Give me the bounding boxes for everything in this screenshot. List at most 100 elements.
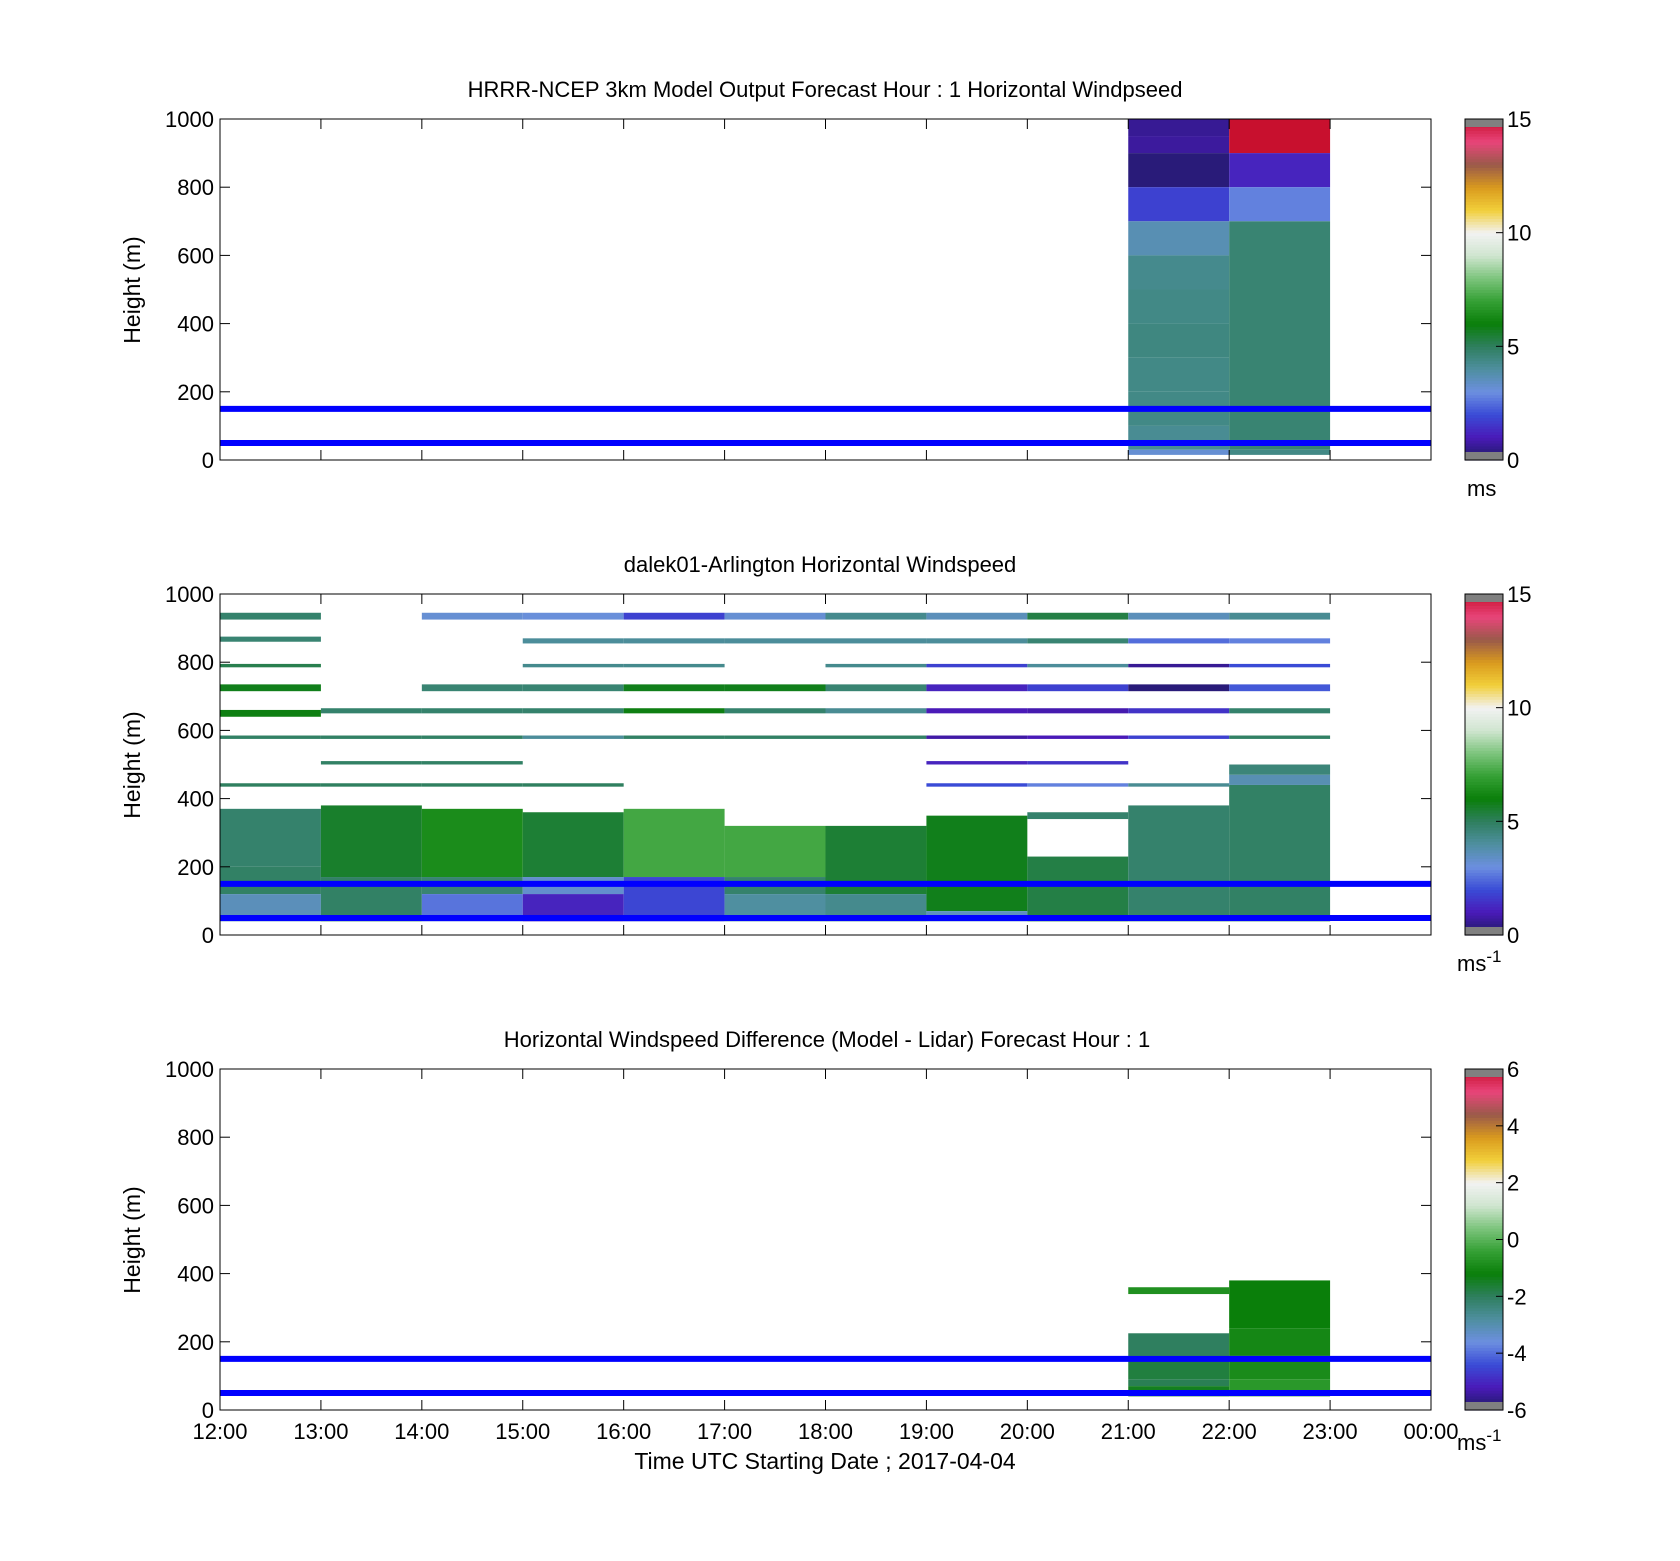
- colorbar-segment: [1465, 346, 1503, 350]
- colorbar-segment: [1465, 417, 1503, 421]
- colorbar-segment: [1465, 312, 1503, 316]
- colorbar-segment: [1465, 1242, 1503, 1246]
- colorbar-segment: [1465, 696, 1503, 700]
- heatmap-cell: [421, 761, 523, 765]
- colorbar-segment: [1465, 881, 1503, 885]
- colorbar-tick-label: 10: [1507, 696, 1531, 721]
- colorbar-segment: [1465, 1191, 1503, 1195]
- x-ticks: [219, 594, 1432, 935]
- colorbar-segment: [1465, 838, 1503, 842]
- colorbar-segment: [1465, 383, 1503, 387]
- colorbar-segment: [1465, 369, 1503, 373]
- colorbar-segment: [1465, 286, 1503, 291]
- colorbar-segment: [1465, 869, 1503, 874]
- colorbar-segment: [1465, 1287, 1503, 1292]
- heatmap-cell: [421, 735, 523, 739]
- colorbar-segment: [1465, 1290, 1503, 1295]
- heatmap-cell: [1229, 764, 1331, 775]
- heatmap-cell: [220, 684, 321, 692]
- colorbar-segment: [1465, 773, 1503, 777]
- heatmap-cell: [1128, 1287, 1230, 1295]
- colorbar-segment: [1465, 1245, 1503, 1249]
- colorbar-segment: [1465, 684, 1503, 689]
- heatmap-cell: [421, 783, 523, 787]
- colorbar-segment: [1465, 150, 1503, 154]
- colorbar-segment: [1465, 1364, 1503, 1368]
- colorbar-tick-label: -4: [1507, 1341, 1527, 1366]
- heatmap-cell: [1027, 856, 1129, 922]
- y-axis-label: Height (m): [119, 236, 145, 343]
- colorbar-segment: [1465, 1250, 1503, 1255]
- heatmap-cell: [1229, 119, 1331, 154]
- colorbar-segment: [1465, 289, 1503, 293]
- heatmap-cells: [1128, 119, 1331, 455]
- y-tick-label: 800: [177, 175, 214, 200]
- heatmap-cell: [724, 612, 826, 620]
- colorbar: 0 5 10 15 ms: [1464, 107, 1531, 501]
- colorbar-segment: [1465, 215, 1503, 220]
- colorbar-segment: [1465, 411, 1503, 416]
- colorbar-segment: [1465, 710, 1503, 714]
- colorbar-segment: [1465, 602, 1503, 606]
- colorbar-segment: [1465, 741, 1503, 746]
- x-tick-label: 15:00: [495, 1419, 550, 1444]
- colorbar-segment: [1465, 326, 1503, 330]
- y-tick-label: 800: [177, 1125, 214, 1150]
- y-tick-label: 0: [202, 923, 214, 948]
- colorbar-segment: [1465, 138, 1503, 143]
- colorbar-segment: [1465, 360, 1503, 364]
- colorbar-segment: [1465, 804, 1503, 808]
- y-tick-label: 400: [177, 1262, 214, 1287]
- colorbar-segment: [1465, 386, 1503, 390]
- colorbar-segment: [1465, 423, 1503, 427]
- x-axis-label: Time UTC Starting Date ; 2017-04-04: [634, 1448, 1016, 1474]
- colorbar-segment: [1465, 1171, 1503, 1175]
- colorbar-segment: [1465, 249, 1503, 254]
- colorbar-segment: [1465, 818, 1503, 822]
- colorbar-tick-label: 2: [1507, 1171, 1519, 1196]
- colorbar-segment: [1465, 781, 1503, 785]
- colorbar-segment: [1465, 724, 1503, 729]
- y-ticks: 0 200 400 600 800 1000: [165, 107, 1431, 473]
- heatmap-cell: [926, 735, 1028, 739]
- heatmap-cell: [1027, 638, 1129, 644]
- heatmap-cell: [1027, 735, 1129, 739]
- colorbar-segment: [1465, 127, 1503, 131]
- colorbar-segment: [1465, 1341, 1503, 1346]
- colorbar-unit-label: ms: [1467, 476, 1496, 501]
- colorbar-segment: [1465, 1196, 1503, 1201]
- colorbar-segment: [1465, 784, 1503, 788]
- colorbar-segment: [1465, 1333, 1503, 1337]
- colorbar-segment: [1465, 645, 1503, 649]
- x-tick-label: 19:00: [899, 1419, 954, 1444]
- colorbar-segment: [1465, 201, 1503, 205]
- heatmap-cells: [1128, 1280, 1331, 1397]
- colorbar-segment: [1465, 190, 1503, 194]
- colorbar-segment: [1465, 374, 1503, 379]
- colorbar-segment: [1465, 1230, 1503, 1235]
- y-tick-label: 600: [177, 243, 214, 268]
- colorbar-segment: [1465, 1182, 1503, 1187]
- heatmap-cell: [421, 708, 523, 714]
- colorbar-segment: [1465, 1122, 1503, 1127]
- reference-lines: [220, 880, 1431, 921]
- heatmap-cell: [320, 783, 422, 787]
- colorbar-segment: [1465, 1347, 1503, 1351]
- y-tick-label: 600: [177, 1193, 214, 1218]
- colorbar-cap: [1465, 119, 1503, 127]
- colorbar-segment: [1465, 184, 1503, 188]
- colorbar-segment: [1465, 659, 1503, 663]
- colorbar-segment: [1465, 1199, 1503, 1204]
- heatmap-cell: [522, 708, 624, 714]
- colorbar-segment: [1465, 366, 1503, 370]
- heatmap-cell: [1229, 663, 1331, 668]
- x-tick-label: 13:00: [293, 1419, 348, 1444]
- heatmap-cell: [1128, 119, 1230, 137]
- colorbar-segment: [1465, 1248, 1503, 1252]
- colorbar-segment: [1465, 1304, 1503, 1309]
- colorbar-segment: [1465, 153, 1503, 157]
- colorbar-segment: [1465, 792, 1503, 797]
- colorbar-segment: [1465, 824, 1503, 828]
- colorbar-segment: [1465, 1279, 1503, 1283]
- colorbar-segment: [1465, 1321, 1503, 1326]
